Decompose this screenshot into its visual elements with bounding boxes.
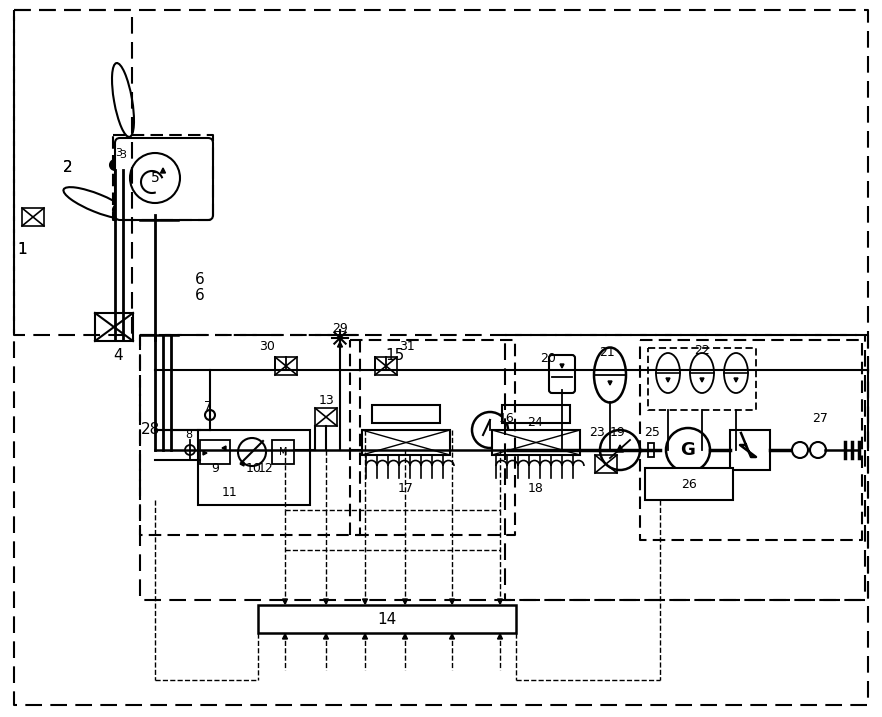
Text: 15: 15 (385, 348, 405, 363)
Polygon shape (363, 634, 368, 639)
Polygon shape (560, 364, 564, 368)
Text: 7: 7 (204, 399, 212, 412)
Polygon shape (282, 634, 288, 639)
Circle shape (666, 428, 710, 472)
Text: 18: 18 (528, 482, 544, 495)
Bar (375, 357, 397, 375)
Ellipse shape (724, 353, 748, 393)
Text: 1: 1 (17, 242, 26, 257)
Text: 20: 20 (540, 351, 556, 364)
Circle shape (130, 153, 180, 203)
Text: 14: 14 (377, 612, 397, 627)
Text: 2: 2 (64, 161, 73, 176)
Polygon shape (203, 451, 207, 455)
Text: 30: 30 (259, 341, 275, 353)
Polygon shape (402, 599, 407, 604)
Text: 31: 31 (400, 341, 415, 353)
Bar (502, 405, 570, 423)
Ellipse shape (113, 182, 161, 212)
Bar (95, 313, 133, 341)
Text: M: M (279, 447, 288, 457)
Text: G: G (681, 441, 695, 459)
Polygon shape (161, 168, 166, 173)
Bar (645, 468, 733, 500)
Bar (372, 405, 440, 423)
Text: 1: 1 (17, 242, 26, 257)
Text: 6: 6 (195, 288, 205, 303)
Text: 21: 21 (599, 346, 615, 358)
Polygon shape (700, 378, 704, 382)
Polygon shape (222, 446, 226, 450)
Polygon shape (363, 599, 368, 604)
Polygon shape (617, 445, 624, 452)
Bar (362, 430, 450, 455)
Polygon shape (324, 599, 328, 604)
Text: 3: 3 (119, 150, 126, 160)
Ellipse shape (690, 353, 714, 393)
Text: 6: 6 (195, 272, 205, 288)
Text: 29: 29 (333, 321, 348, 335)
Text: 10: 10 (246, 462, 262, 475)
Bar (648, 443, 654, 457)
Bar (258, 605, 516, 633)
Polygon shape (497, 634, 503, 639)
Polygon shape (666, 378, 670, 382)
Polygon shape (497, 599, 503, 604)
FancyBboxPatch shape (549, 355, 575, 393)
Text: 5: 5 (151, 171, 160, 185)
Text: 28: 28 (140, 422, 160, 437)
Polygon shape (608, 381, 612, 385)
Polygon shape (324, 634, 328, 639)
Text: 2: 2 (64, 161, 73, 176)
Text: 17: 17 (398, 482, 414, 495)
Text: 25: 25 (644, 425, 660, 439)
Bar (198, 430, 310, 505)
Ellipse shape (112, 63, 134, 137)
Text: 19: 19 (610, 425, 626, 439)
Text: 26: 26 (681, 478, 697, 490)
Text: 27: 27 (812, 412, 828, 424)
Bar (595, 455, 617, 473)
Text: 11: 11 (222, 485, 238, 498)
Text: 3: 3 (116, 148, 123, 158)
Text: 8: 8 (185, 430, 192, 440)
Polygon shape (450, 634, 454, 639)
Bar (730, 430, 770, 470)
Circle shape (110, 160, 120, 170)
Polygon shape (338, 342, 342, 347)
Text: 16: 16 (499, 412, 515, 424)
Bar (315, 408, 337, 426)
Polygon shape (734, 378, 738, 382)
Text: 22: 22 (694, 343, 710, 356)
Polygon shape (402, 634, 407, 639)
Polygon shape (240, 462, 244, 466)
Ellipse shape (594, 348, 626, 402)
Ellipse shape (64, 187, 131, 219)
Text: 13: 13 (319, 394, 335, 407)
Bar (272, 440, 294, 464)
Text: 9: 9 (211, 462, 219, 475)
Bar (22, 208, 44, 226)
Polygon shape (450, 599, 454, 604)
Ellipse shape (656, 353, 680, 393)
Text: 23: 23 (589, 425, 605, 439)
Bar (200, 440, 230, 464)
Text: 24: 24 (527, 415, 543, 429)
Polygon shape (282, 599, 288, 604)
Text: 12: 12 (258, 462, 274, 475)
Bar (492, 430, 580, 455)
FancyBboxPatch shape (115, 138, 213, 220)
Text: 4: 4 (113, 348, 123, 363)
Bar (275, 357, 297, 375)
